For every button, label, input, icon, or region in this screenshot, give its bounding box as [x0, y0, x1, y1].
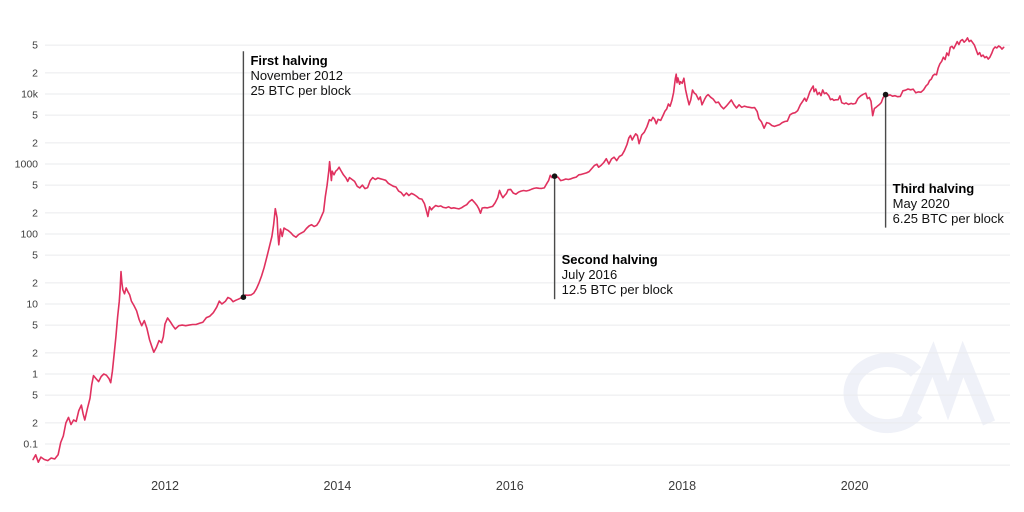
annotation-title: Third halving	[892, 180, 975, 196]
annotation-first-halving: First halving November 2012 25 BTC per b…	[250, 53, 350, 98]
annotation-second-halving: Second halving July 2016 12.5 BTC per bl…	[562, 252, 673, 297]
coinmetrics-watermark	[843, 340, 996, 434]
y-tick-label: 10	[26, 299, 38, 311]
halving-marker-dot	[882, 91, 889, 98]
x-tick-label: 2016	[496, 479, 524, 493]
y-tick-label: 5	[32, 320, 38, 332]
annotation-reward: 6.25 BTC per block	[892, 210, 1004, 226]
halving-marker-dot	[551, 173, 558, 179]
annotation-title: First halving	[250, 53, 328, 69]
y-tick-label: 2	[32, 417, 38, 429]
x-tick-label: 2020	[841, 479, 869, 493]
y-tick-label: 1000	[15, 159, 39, 171]
y-tick-label: 2	[32, 67, 38, 79]
y-tick-label: 2	[32, 277, 38, 289]
annotation-date: November 2012	[250, 68, 343, 84]
annotation-date: May 2020	[892, 195, 950, 211]
halving-marker-dot	[240, 294, 247, 301]
halving-annotation-marks	[240, 51, 889, 301]
annotation-title: Second halving	[561, 252, 658, 268]
annotation-third-halving: Third halving May 2020 6.25 BTC per bloc…	[893, 181, 1004, 226]
y-tick-label: 5	[32, 390, 38, 402]
y-tick-label: 2	[32, 137, 38, 149]
annotation-reward: 12.5 BTC per block	[561, 282, 673, 298]
watermark-c-glyph	[843, 353, 923, 434]
btc-price-line	[32, 37, 1005, 463]
watermark-m-glyph	[900, 340, 996, 426]
x-tick-label: 2018	[668, 479, 696, 493]
x-tick-label: 2014	[323, 479, 351, 493]
y-tick-label: 2	[32, 207, 38, 219]
y-axis-tick-labels: 5 2 10k 5 2 1000 5 2 100 5 2 10 5 2 1 5 2 0.1	[15, 40, 39, 451]
y-tick-label: 1	[32, 369, 38, 381]
y-tick-label: 0.1	[23, 439, 38, 451]
y-tick-label: 5	[32, 180, 38, 192]
x-axis-tick-labels: 2012 2014 2016 2018 2020	[151, 479, 868, 493]
y-tick-label: 2	[32, 347, 38, 359]
y-tick-label: 100	[20, 229, 38, 241]
y-tick-label: 5	[32, 250, 38, 262]
y-tick-label: 5	[32, 110, 38, 122]
x-tick-label: 2012	[151, 479, 179, 493]
annotation-reward: 25 BTC per block	[250, 83, 351, 99]
gridlines	[45, 44, 1010, 466]
y-tick-label: 10k	[21, 89, 39, 101]
annotation-date: July 2016	[561, 267, 618, 283]
y-tick-label: 5	[32, 40, 38, 52]
